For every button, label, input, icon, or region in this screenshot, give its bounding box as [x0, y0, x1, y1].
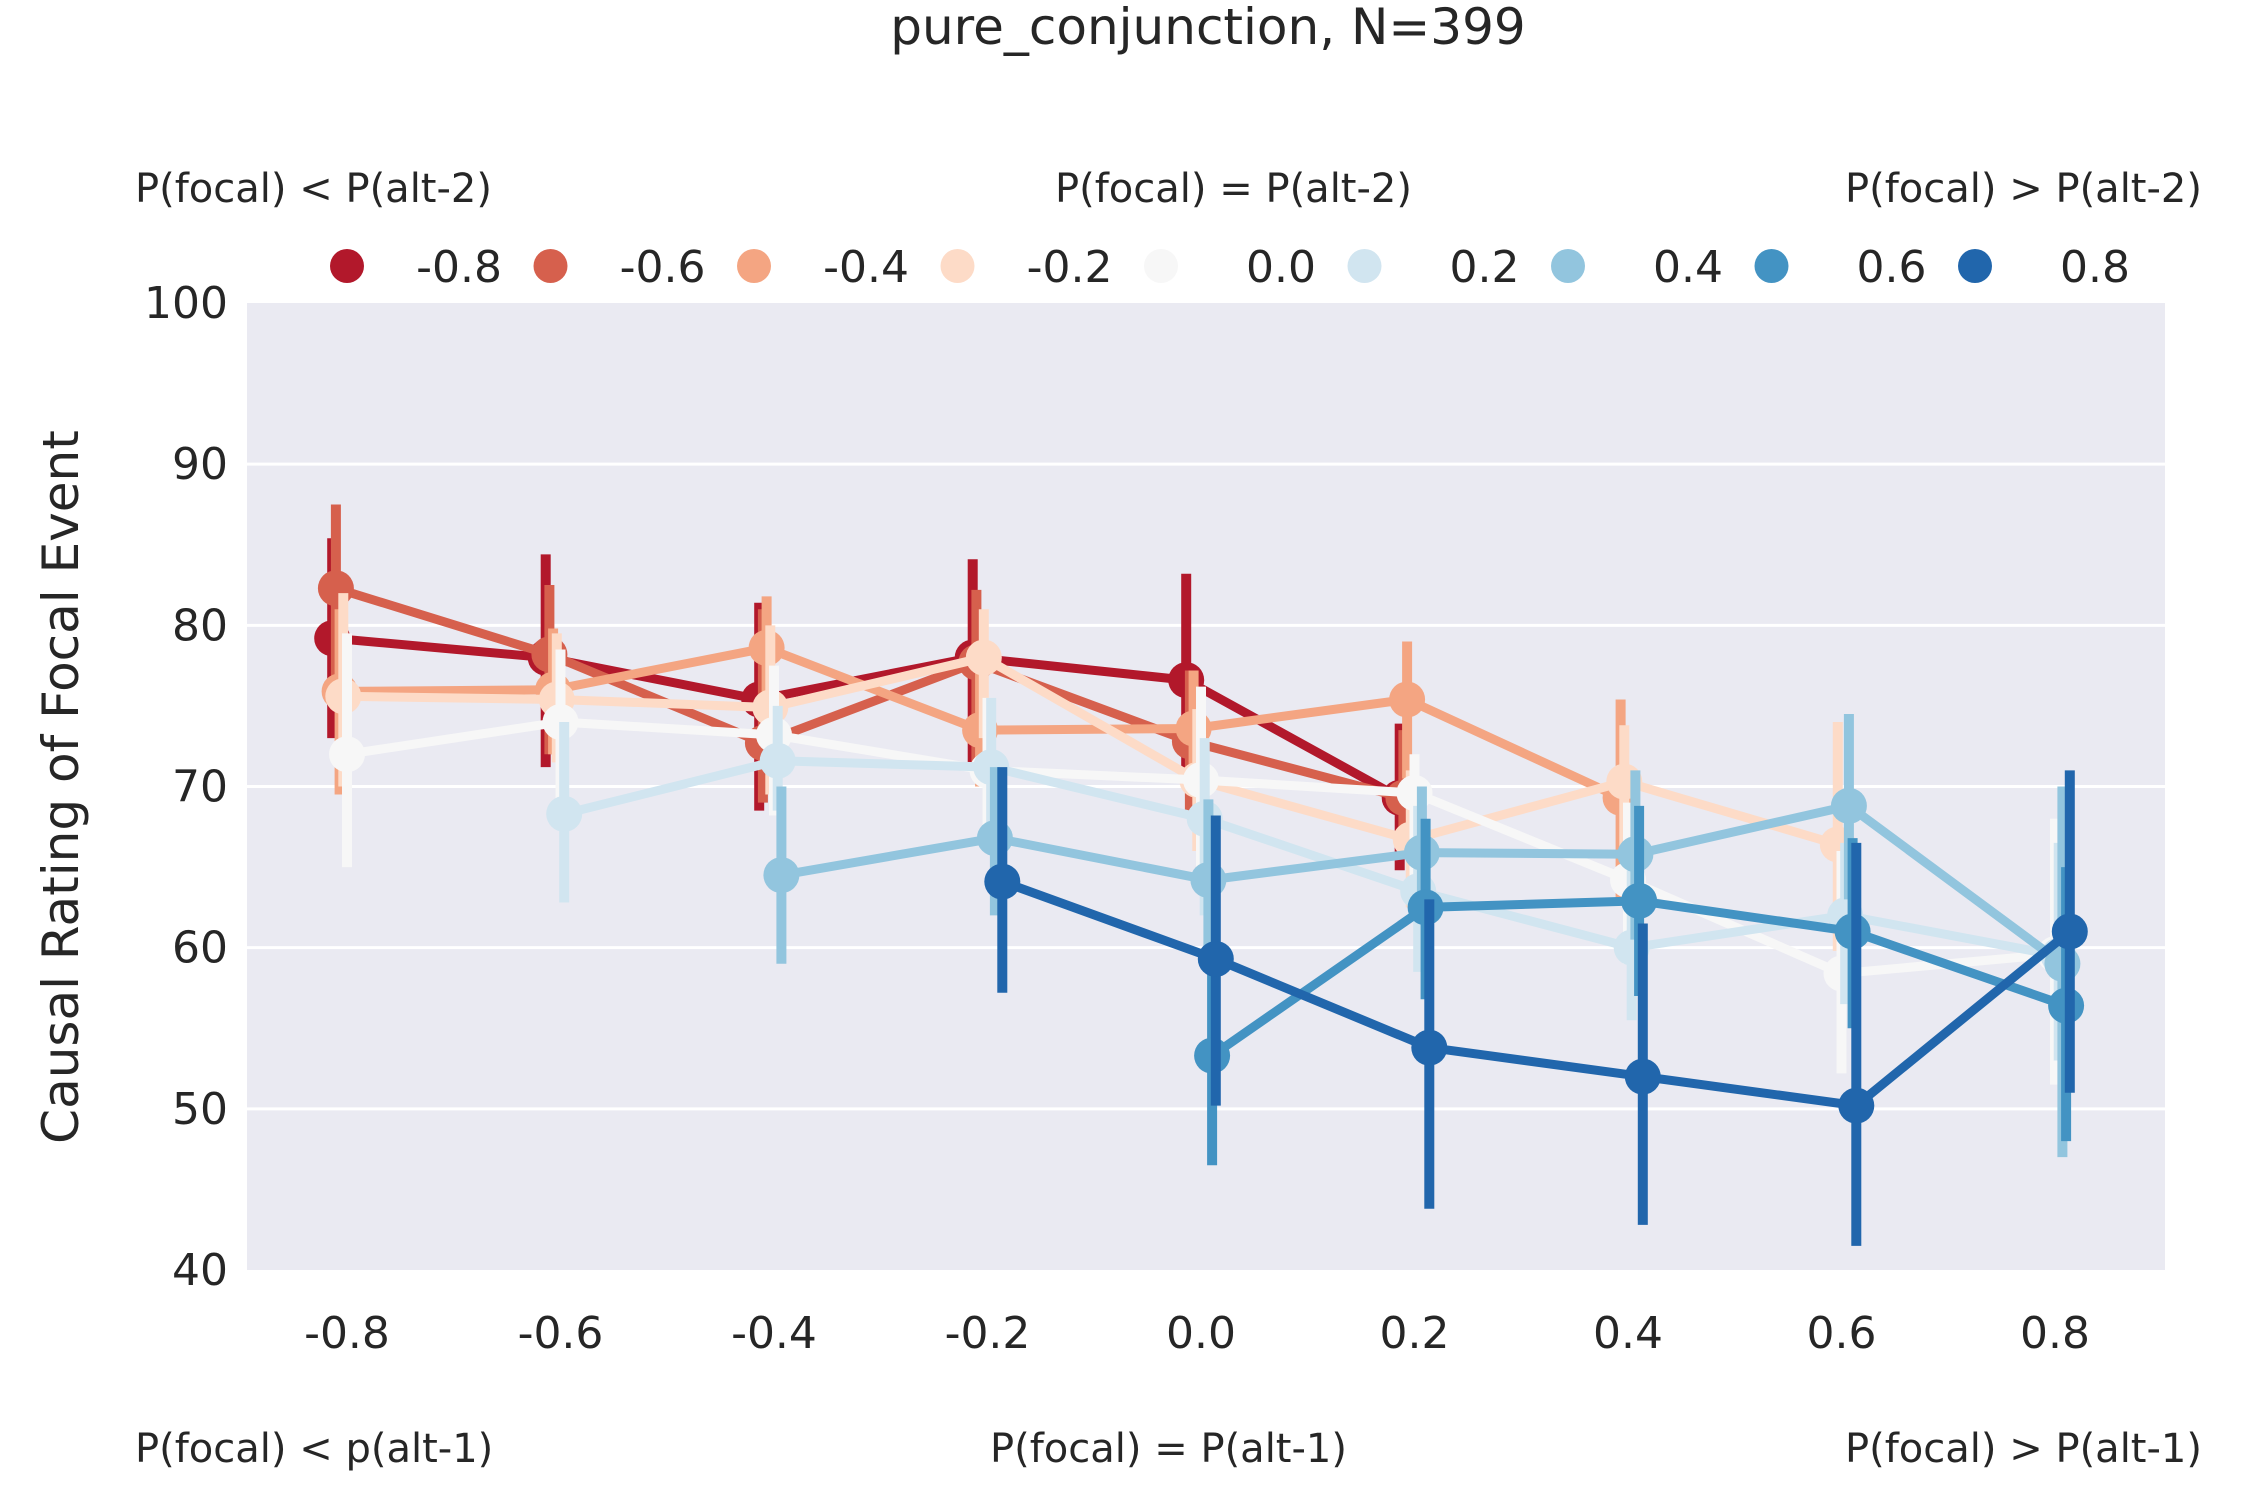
data-point	[2051, 913, 2088, 950]
data-point	[1396, 774, 1433, 811]
series-line	[331, 633, 1402, 802]
x-tick-label: 0.2	[1380, 1308, 1450, 1359]
legend-label: -0.6	[620, 242, 706, 293]
data-point	[546, 795, 583, 832]
legend-label: 0.8	[2060, 242, 2130, 293]
annotation-top-right: P(focal) > P(alt-2)	[1845, 166, 2202, 212]
x-tick-label: -0.2	[945, 1308, 1031, 1359]
y-tick-label: 90	[172, 439, 228, 490]
legend-label: -0.2	[1027, 242, 1113, 293]
legend-label: 0.0	[1246, 242, 1316, 293]
data-point	[329, 736, 365, 773]
legend-marker	[533, 249, 568, 283]
y-tick-label: 80	[172, 600, 228, 651]
x-axis-tick-labels: -0.8 -0.6 -0.4 -0.2 0.0 0.2 0.4 0.6 0.8	[304, 1308, 2090, 1359]
y-axis-tick-labels: 40 50 60 70 80 90 100	[144, 278, 228, 1296]
data-point	[759, 742, 796, 779]
data-point	[984, 863, 1021, 900]
chart-title: pure_conjunction, N=399	[890, 0, 1525, 56]
annotation-bottom-center: P(focal) = P(alt-1)	[990, 1426, 1347, 1472]
legend-marker	[1551, 249, 1585, 283]
legend-label: 0.2	[1450, 242, 1520, 293]
legend-marker	[330, 249, 364, 283]
legend-label: -0.4	[823, 242, 909, 293]
legend-label: -0.8	[416, 242, 502, 293]
x-tick-label: -0.4	[731, 1308, 817, 1359]
legend-marker	[940, 249, 975, 283]
legend-marker	[1754, 249, 1789, 283]
y-axis-label: Causal Rating of Focal Event	[32, 430, 90, 1144]
x-tick-label: 0.6	[1807, 1308, 1877, 1359]
legend-marker	[1958, 249, 1992, 283]
legend: -0.8 -0.6 -0.4 -0.2 0.0 0.2 0.4 0.6 0.8	[330, 242, 2130, 293]
y-tick-label: 40	[172, 1245, 228, 1296]
annotation-top-left: P(focal) < P(alt-2)	[135, 166, 492, 212]
data-point	[1190, 861, 1227, 898]
x-tick-label: 0.0	[1166, 1308, 1236, 1359]
annotation-bottom-left: P(focal) < p(alt-1)	[135, 1426, 493, 1472]
x-tick-label: 0.4	[1593, 1308, 1663, 1359]
annotation-bottom-right: P(focal) > P(alt-1)	[1845, 1426, 2202, 1472]
legend-marker	[1144, 249, 1178, 283]
y-tick-label: 70	[172, 762, 228, 813]
series-line	[343, 653, 1840, 849]
data-point	[976, 820, 1013, 857]
x-tick-label: -0.6	[518, 1308, 604, 1359]
legend-marker	[737, 249, 771, 283]
series-line	[1000, 877, 2073, 1111]
data-point	[1624, 1058, 1661, 1095]
data-point	[1838, 1087, 1875, 1124]
data-point	[1389, 681, 1426, 718]
data-point	[1830, 787, 1867, 824]
data-point	[1197, 940, 1234, 977]
y-tick-label: 100	[144, 278, 228, 329]
series-0.8	[984, 767, 2088, 1246]
series-line	[563, 756, 2060, 961]
data-point	[1621, 882, 1658, 919]
y-tick-label: 60	[172, 923, 228, 974]
annotation-top-center: P(focal) = P(alt-2)	[1055, 166, 1412, 212]
data-point	[1411, 1029, 1448, 1066]
series-layer	[314, 504, 2088, 1246]
series-line	[334, 583, 1405, 803]
legend-label: 0.6	[1857, 242, 1927, 293]
x-tick-label: 0.8	[2020, 1308, 2090, 1359]
data-point	[317, 570, 354, 607]
data-point	[965, 639, 1002, 676]
x-tick-label: -0.8	[304, 1308, 390, 1359]
legend-label: 0.4	[1653, 242, 1723, 293]
data-point	[763, 857, 800, 894]
legend-marker	[1347, 249, 1382, 283]
y-tick-label: 50	[172, 1084, 228, 1135]
